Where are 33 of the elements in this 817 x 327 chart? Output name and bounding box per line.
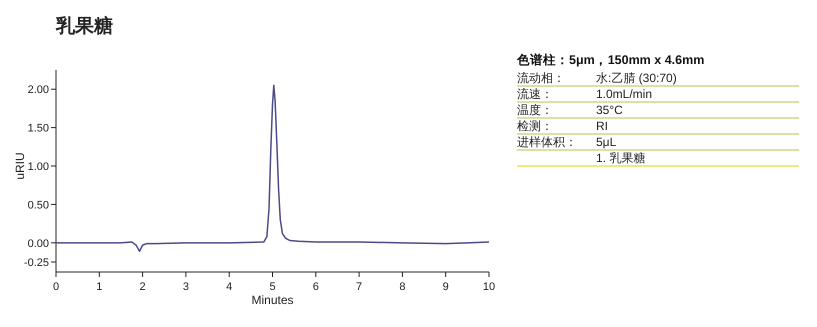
text: RI	[596, 119, 608, 133]
x-tick-label: 9	[442, 281, 449, 293]
x-tick-label: 1	[96, 281, 102, 293]
text: 色谱柱：5μm，150mm x 4.6mm	[516, 52, 704, 67]
y-tick-label: 0.00	[28, 238, 49, 250]
y-tick-label: 1.50	[28, 122, 49, 135]
x-tick-label: 0	[52, 281, 60, 293]
y-tick-label: 2.00	[28, 84, 49, 96]
x-axis-title: Minutes	[251, 293, 294, 307]
x-tick-label: 2	[140, 281, 146, 293]
y-axis-title: uRIU	[13, 152, 27, 180]
x-tick-label: 4	[226, 281, 232, 293]
text: 流速：	[517, 87, 553, 101]
text: 流动相：	[517, 71, 565, 85]
text: 5μL	[596, 135, 617, 149]
text: 进样体积：	[517, 135, 577, 149]
text: 水:乙腈 (30:70)	[596, 71, 677, 85]
text: 1.0mL/min	[596, 87, 652, 101]
line-series	[55, 84, 490, 252]
x-tick-label: 5	[269, 281, 276, 293]
x-tick-label: 8	[399, 281, 406, 293]
x-tick-label: 3	[182, 281, 189, 293]
x-tick-label: 6	[312, 281, 319, 293]
text: 检测：	[517, 119, 553, 133]
x-tick-label: 10	[482, 281, 496, 293]
text: 温度：	[517, 103, 553, 117]
chart-title: 乳果糖	[55, 15, 113, 37]
y-tick-label: 1.00	[28, 161, 49, 174]
x-tick-label: 7	[356, 281, 362, 293]
text: 1. 乳果糖	[596, 151, 646, 165]
text: 35°C	[596, 103, 624, 117]
y-tick-label: -0.25	[24, 257, 49, 270]
y-tick-label: 0.50	[28, 199, 49, 212]
